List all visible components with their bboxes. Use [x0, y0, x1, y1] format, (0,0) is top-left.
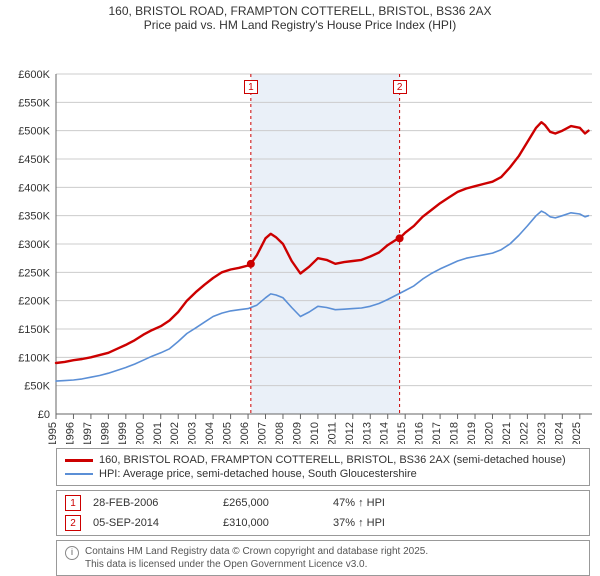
- info-icon: i: [65, 546, 79, 560]
- svg-text:1995: 1995: [47, 422, 59, 444]
- svg-text:2018: 2018: [449, 422, 461, 444]
- svg-text:2002: 2002: [169, 422, 181, 444]
- svg-text:2016: 2016: [414, 422, 426, 444]
- legend-box: 160, BRISTOL ROAD, FRAMPTON COTTERELL, B…: [56, 448, 590, 486]
- chart-title-line2: Price paid vs. HM Land Registry's House …: [10, 18, 590, 32]
- svg-text:2010: 2010: [309, 422, 321, 444]
- svg-text:2008: 2008: [274, 422, 286, 444]
- svg-text:£250K: £250K: [18, 267, 50, 279]
- line-chart-svg: £0 £50K £100K £150K £200K £250K £300K £350K £400…: [0, 34, 600, 444]
- svg-text:2020: 2020: [483, 422, 495, 444]
- svg-text:2013: 2013: [361, 422, 373, 444]
- legend-label: 160, BRISTOL ROAD, FRAMPTON COTTERELL, B…: [99, 454, 566, 466]
- svg-text:£200K: £200K: [18, 296, 50, 308]
- marker-index-box: 1: [65, 495, 81, 511]
- legend-row: 160, BRISTOL ROAD, FRAMPTON COTTERELL, B…: [65, 453, 581, 467]
- chart-marker-label: 2: [393, 80, 407, 94]
- legend-swatch: [65, 459, 93, 462]
- marker-date: 05-SEP-2014: [93, 517, 223, 529]
- svg-text:1998: 1998: [99, 422, 111, 444]
- svg-text:£50K: £50K: [24, 381, 50, 393]
- svg-text:2023: 2023: [536, 422, 548, 444]
- svg-text:£100K: £100K: [18, 352, 50, 364]
- svg-text:1996: 1996: [64, 422, 76, 444]
- svg-text:£600K: £600K: [18, 69, 50, 81]
- svg-text:2025: 2025: [571, 422, 583, 444]
- legend-row: HPI: Average price, semi-detached house,…: [65, 467, 581, 481]
- svg-text:1997: 1997: [82, 422, 94, 444]
- svg-text:2014: 2014: [379, 422, 391, 444]
- svg-text:£450K: £450K: [18, 154, 50, 166]
- attribution-line2: This data is licensed under the Open Gov…: [85, 559, 367, 570]
- svg-text:£350K: £350K: [18, 211, 50, 223]
- svg-text:£300K: £300K: [18, 239, 50, 251]
- attribution-line1: Contains HM Land Registry data © Crown c…: [85, 546, 428, 557]
- attribution-text: Contains HM Land Registry data © Crown c…: [85, 545, 428, 571]
- svg-text:2012: 2012: [344, 422, 356, 444]
- marker-delta: 47% ↑ HPI: [333, 497, 443, 509]
- svg-text:2001: 2001: [152, 422, 164, 444]
- marker-index-box: 2: [65, 515, 81, 531]
- chart-area: £0 £50K £100K £150K £200K £250K £300K £350K £400…: [0, 34, 600, 444]
- svg-text:2017: 2017: [431, 422, 443, 444]
- marker-price: £265,000: [223, 497, 333, 509]
- marker-date: 28-FEB-2006: [93, 497, 223, 509]
- marker-price: £310,000: [223, 517, 333, 529]
- svg-text:£500K: £500K: [18, 126, 50, 138]
- svg-text:2004: 2004: [204, 422, 216, 444]
- svg-text:£550K: £550K: [18, 97, 50, 109]
- chart-title-block: 160, BRISTOL ROAD, FRAMPTON COTTERELL, B…: [0, 0, 600, 34]
- legend-label: HPI: Average price, semi-detached house,…: [99, 468, 417, 480]
- chart-marker-label: 1: [244, 80, 258, 94]
- svg-text:2009: 2009: [291, 422, 303, 444]
- marker-delta: 37% ↑ HPI: [333, 517, 443, 529]
- svg-text:2015: 2015: [396, 422, 408, 444]
- svg-text:2024: 2024: [553, 422, 565, 444]
- chart-title-line1: 160, BRISTOL ROAD, FRAMPTON COTTERELL, B…: [10, 4, 590, 18]
- svg-text:£150K: £150K: [18, 324, 50, 336]
- svg-text:2003: 2003: [187, 422, 199, 444]
- attribution-box: i Contains HM Land Registry data © Crown…: [56, 540, 590, 576]
- marker-table: 1 28-FEB-2006£265,00047% ↑ HPI 2 05-SEP-201…: [56, 490, 590, 536]
- svg-text:2006: 2006: [239, 422, 251, 444]
- svg-text:£400K: £400K: [18, 182, 50, 194]
- svg-text:2005: 2005: [222, 422, 234, 444]
- svg-text:2007: 2007: [257, 422, 269, 444]
- svg-text:2000: 2000: [134, 422, 146, 444]
- svg-text:£0: £0: [38, 409, 50, 421]
- svg-text:2021: 2021: [501, 422, 513, 444]
- svg-text:2011: 2011: [326, 422, 338, 444]
- svg-text:1999: 1999: [117, 422, 129, 444]
- svg-text:2022: 2022: [518, 422, 530, 444]
- legend-swatch: [65, 473, 93, 475]
- svg-text:2019: 2019: [466, 422, 478, 444]
